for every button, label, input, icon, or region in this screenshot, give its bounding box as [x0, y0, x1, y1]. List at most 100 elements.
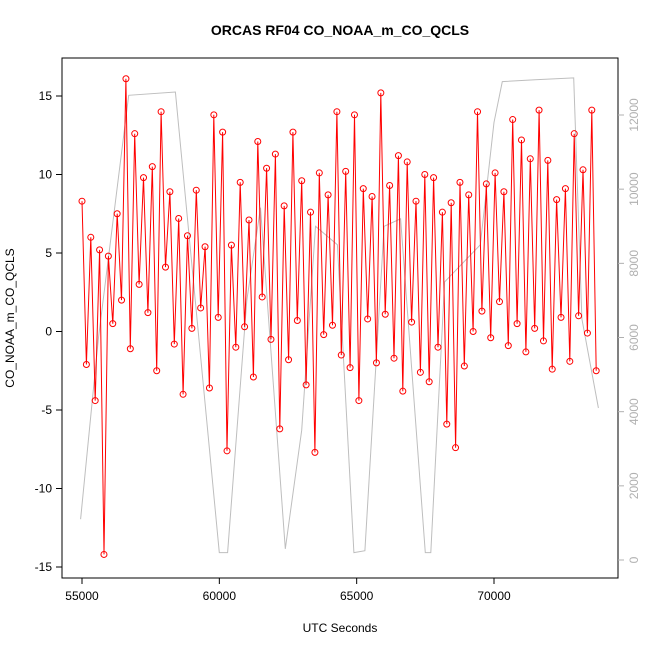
data-point	[236, 178, 244, 186]
data-point	[126, 345, 134, 353]
data-point	[412, 197, 420, 205]
data-point	[96, 246, 104, 254]
data-point	[320, 331, 328, 339]
y-tick-label: -5	[41, 403, 52, 417]
y-tick-label: 5	[45, 246, 52, 260]
data-point	[372, 359, 380, 367]
data-point	[298, 177, 306, 185]
data-point	[579, 166, 587, 174]
data-point	[258, 293, 266, 301]
data-point	[408, 318, 416, 326]
data-point	[443, 420, 451, 428]
data-point	[425, 378, 433, 386]
data-point	[487, 334, 495, 342]
data-point	[91, 397, 99, 405]
data-point	[329, 321, 337, 329]
data-point	[153, 367, 161, 375]
data-point	[161, 263, 169, 271]
y-tick-label: -15	[35, 560, 53, 574]
data-point	[381, 310, 389, 318]
data-point	[324, 191, 332, 199]
data-point	[500, 188, 508, 196]
y2-tick-label: 6000	[627, 324, 641, 351]
data-point	[355, 397, 363, 405]
data-point	[548, 365, 556, 373]
data-point	[522, 348, 530, 356]
data-point	[447, 199, 455, 207]
data-point	[359, 185, 367, 193]
data-point	[509, 116, 517, 124]
data-point	[583, 329, 591, 337]
data-point	[478, 307, 486, 315]
data-line	[81, 78, 597, 555]
data-point	[289, 128, 297, 136]
data-point	[293, 317, 301, 325]
data-point	[109, 320, 117, 328]
data-point	[78, 197, 86, 205]
data-point	[430, 174, 438, 182]
data-point	[588, 106, 596, 114]
data-point	[241, 323, 249, 331]
plot-box	[61, 57, 619, 579]
data-point	[223, 447, 231, 455]
data-point	[276, 425, 284, 433]
data-point	[504, 342, 512, 350]
data-point	[192, 186, 200, 194]
y2-tick-label: 8000	[627, 250, 641, 277]
data-point	[170, 340, 178, 348]
data-point	[140, 174, 148, 182]
data-point	[496, 298, 504, 306]
data-point	[205, 384, 213, 392]
data-point	[135, 280, 143, 288]
data-point	[227, 241, 235, 249]
y2-tick-label: 12000	[627, 98, 641, 132]
x-axis-label: UTC Seconds	[303, 621, 378, 635]
y-tick-label: 0	[45, 325, 52, 339]
data-point	[311, 448, 319, 456]
data-point	[350, 111, 358, 119]
data-point	[517, 136, 525, 144]
data-point	[285, 356, 293, 364]
y2-tick-label: 0	[627, 556, 641, 563]
y-tick-label: 15	[39, 89, 53, 103]
data-point	[219, 128, 227, 136]
data-point	[210, 111, 218, 119]
data-point	[113, 210, 121, 218]
data-point	[346, 364, 354, 372]
x-tick-label: 70000	[477, 589, 511, 603]
data-point	[535, 106, 543, 114]
data-point	[100, 550, 108, 558]
data-point	[214, 313, 222, 321]
data-point	[249, 373, 257, 381]
data-point	[307, 208, 315, 216]
data-point	[280, 202, 288, 210]
data-point	[144, 309, 152, 317]
data-point	[460, 362, 468, 370]
data-point	[188, 324, 196, 332]
x-tick-label: 55000	[65, 589, 99, 603]
data-point	[122, 75, 130, 83]
y2-tick-label: 4000	[627, 398, 641, 425]
data-point	[87, 233, 95, 241]
data-point	[368, 192, 376, 200]
data-point	[474, 108, 482, 116]
data-point	[245, 216, 253, 224]
chart-title: ORCAS RF04 CO_NOAA_m_CO_QCLS	[211, 22, 469, 38]
data-point	[82, 360, 90, 368]
data-point	[302, 381, 310, 389]
x-tick-label: 65000	[340, 589, 374, 603]
y2-tick-label: 10000	[627, 172, 641, 206]
y-axis-label: CO_NOAA_m_CO_QCLS	[3, 248, 17, 387]
data-point	[267, 335, 275, 343]
y-tick-label: 10	[39, 167, 53, 181]
data-point	[386, 181, 394, 189]
data-point	[342, 167, 350, 175]
data-point	[166, 188, 174, 196]
data-point	[561, 185, 569, 193]
data-point	[271, 150, 279, 158]
data-point	[575, 312, 583, 320]
data-point	[438, 208, 446, 216]
data-point	[157, 108, 165, 116]
data-point	[148, 163, 156, 171]
